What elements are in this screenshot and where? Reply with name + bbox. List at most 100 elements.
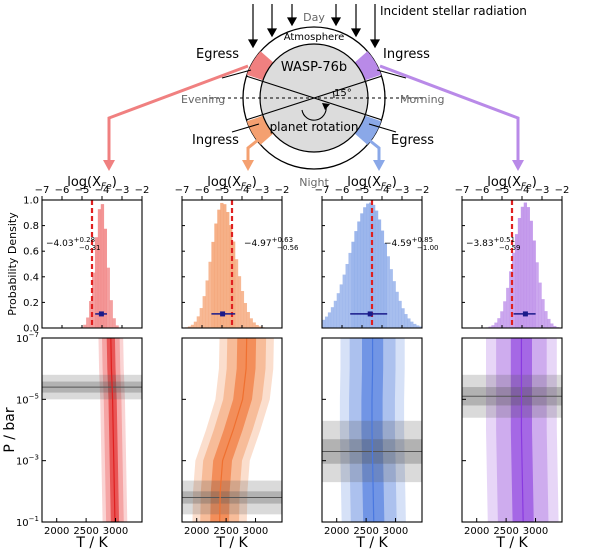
hist-bar <box>377 219 382 328</box>
hist-bar-core <box>351 241 355 328</box>
y-tick-label: 0.8 <box>23 221 39 232</box>
hist-bar-core <box>383 243 388 328</box>
hist-bar-core <box>372 204 376 328</box>
hist-bar <box>366 203 370 328</box>
hist-bar <box>345 263 349 328</box>
connector-red-head <box>103 160 115 171</box>
y-tick-exp: −5 <box>29 392 39 400</box>
top-tick-label: −6 <box>55 185 70 196</box>
x-tick-label: 2500 <box>73 526 98 537</box>
hist-bar-core <box>380 230 385 328</box>
pt-plot-area <box>182 338 282 522</box>
hist-bar-core <box>523 202 528 328</box>
hist-bar <box>526 207 530 328</box>
day-label: Day <box>303 11 325 24</box>
hist-bar-core <box>529 220 533 328</box>
rotation-label: planet rotation <box>270 120 359 134</box>
hist-bar-core <box>520 206 525 328</box>
hist-bar-core <box>211 241 215 328</box>
annotation-minus: −1.00 <box>417 244 438 252</box>
planet-label: WASP-76b <box>281 60 347 75</box>
top-tick-label: −6 <box>475 185 490 196</box>
median-annotation: −4.59+0.85 −1.00 <box>384 236 439 252</box>
hist-bar <box>336 293 340 328</box>
top-tick-label: −4 <box>235 185 250 196</box>
top-tick-label: −2 <box>275 185 290 196</box>
top-tick-label: −4 <box>375 185 390 196</box>
hist-bar-core <box>360 213 364 328</box>
hist-bar <box>94 237 99 328</box>
hist-bar <box>529 220 533 328</box>
median-marker <box>98 311 104 317</box>
x-tick-label: 2500 <box>213 526 238 537</box>
y-tick-base: 10 <box>16 457 29 468</box>
hist-ylabel: Probability Density <box>6 212 19 316</box>
hist-bar-core <box>532 240 536 328</box>
hist-bar-core <box>229 225 233 328</box>
hist-bar <box>407 318 411 328</box>
hist-frame <box>461 199 563 329</box>
median-annotation: −4.03+0.28 −0.31 <box>46 236 101 252</box>
connector-orange-head <box>242 160 254 171</box>
hist-bar-core <box>514 234 519 328</box>
hist-bar <box>372 204 376 328</box>
hist-bar <box>374 210 379 328</box>
top-xlabel-sub: Fe <box>241 182 252 192</box>
hist-bar <box>214 223 218 328</box>
pt-plot-area <box>322 338 422 522</box>
median-marker <box>522 311 528 317</box>
top-tick-label: −3 <box>255 185 270 196</box>
connector-blue-head <box>373 160 385 171</box>
x-tick-label: 3000 <box>523 526 548 537</box>
y-tick-exp: −3 <box>29 454 39 462</box>
hist-bar <box>100 204 105 328</box>
top-xlabel-main: log(X <box>347 175 381 190</box>
y-tick-label: 10−1 <box>16 515 39 529</box>
y-tick-label: 1.0 <box>23 196 39 207</box>
rotation-arrow <box>301 105 327 121</box>
y-tick-exp: −7 <box>29 331 39 339</box>
hist-bar-core <box>94 237 99 328</box>
pt-plot-area <box>42 338 142 522</box>
hist-bar-core <box>526 207 530 328</box>
pt-xlabel: T / K <box>75 535 108 551</box>
hist-bar <box>410 321 414 328</box>
histogram-panel-2: log(XFe) −4.97+0.63 −0.56 −7 −6 −5 −4 −3 −2 <box>175 175 299 329</box>
top-xlabel: log(XFe) <box>207 175 257 192</box>
hist-bar <box>401 308 405 328</box>
sigma1-band <box>361 338 385 522</box>
top-tick-label: −5 <box>355 185 370 196</box>
x-tick-label: 3000 <box>383 526 408 537</box>
histogram-panel-3: log(XFe) −4.59+0.85 −1.00 −7 −6 −5 −4 −3 −2 <box>315 175 439 329</box>
ingress-right-label: Ingress <box>383 47 430 62</box>
hist-bar <box>333 300 338 328</box>
median-annotation: −3.83+0.51 −0.59 <box>466 236 521 252</box>
hist-bar <box>520 206 525 328</box>
hist-bar-core <box>232 241 236 328</box>
hist-bar-core <box>369 202 373 328</box>
morning-label: Morning <box>400 93 445 106</box>
x-tick-label: 3000 <box>243 526 268 537</box>
top-tick-label: −7 <box>315 185 330 196</box>
hist-bar <box>240 291 245 328</box>
hist-bar <box>92 272 96 328</box>
median-profile <box>219 338 248 522</box>
top-tick-label: −2 <box>555 185 570 196</box>
x-tick-label: 2000 <box>184 526 209 537</box>
hist-bar <box>389 269 393 328</box>
connector-red <box>107 64 249 160</box>
x-tick-label: 2000 <box>324 526 349 537</box>
top-xlabel-close: ) <box>252 175 257 190</box>
hist-bar-core <box>354 231 358 328</box>
hist-frame <box>321 199 423 329</box>
connector-orange <box>246 138 259 160</box>
hist-bar <box>223 204 227 328</box>
annotation-value: −4.97 <box>244 239 272 249</box>
top-tick-label: −3 <box>535 185 550 196</box>
